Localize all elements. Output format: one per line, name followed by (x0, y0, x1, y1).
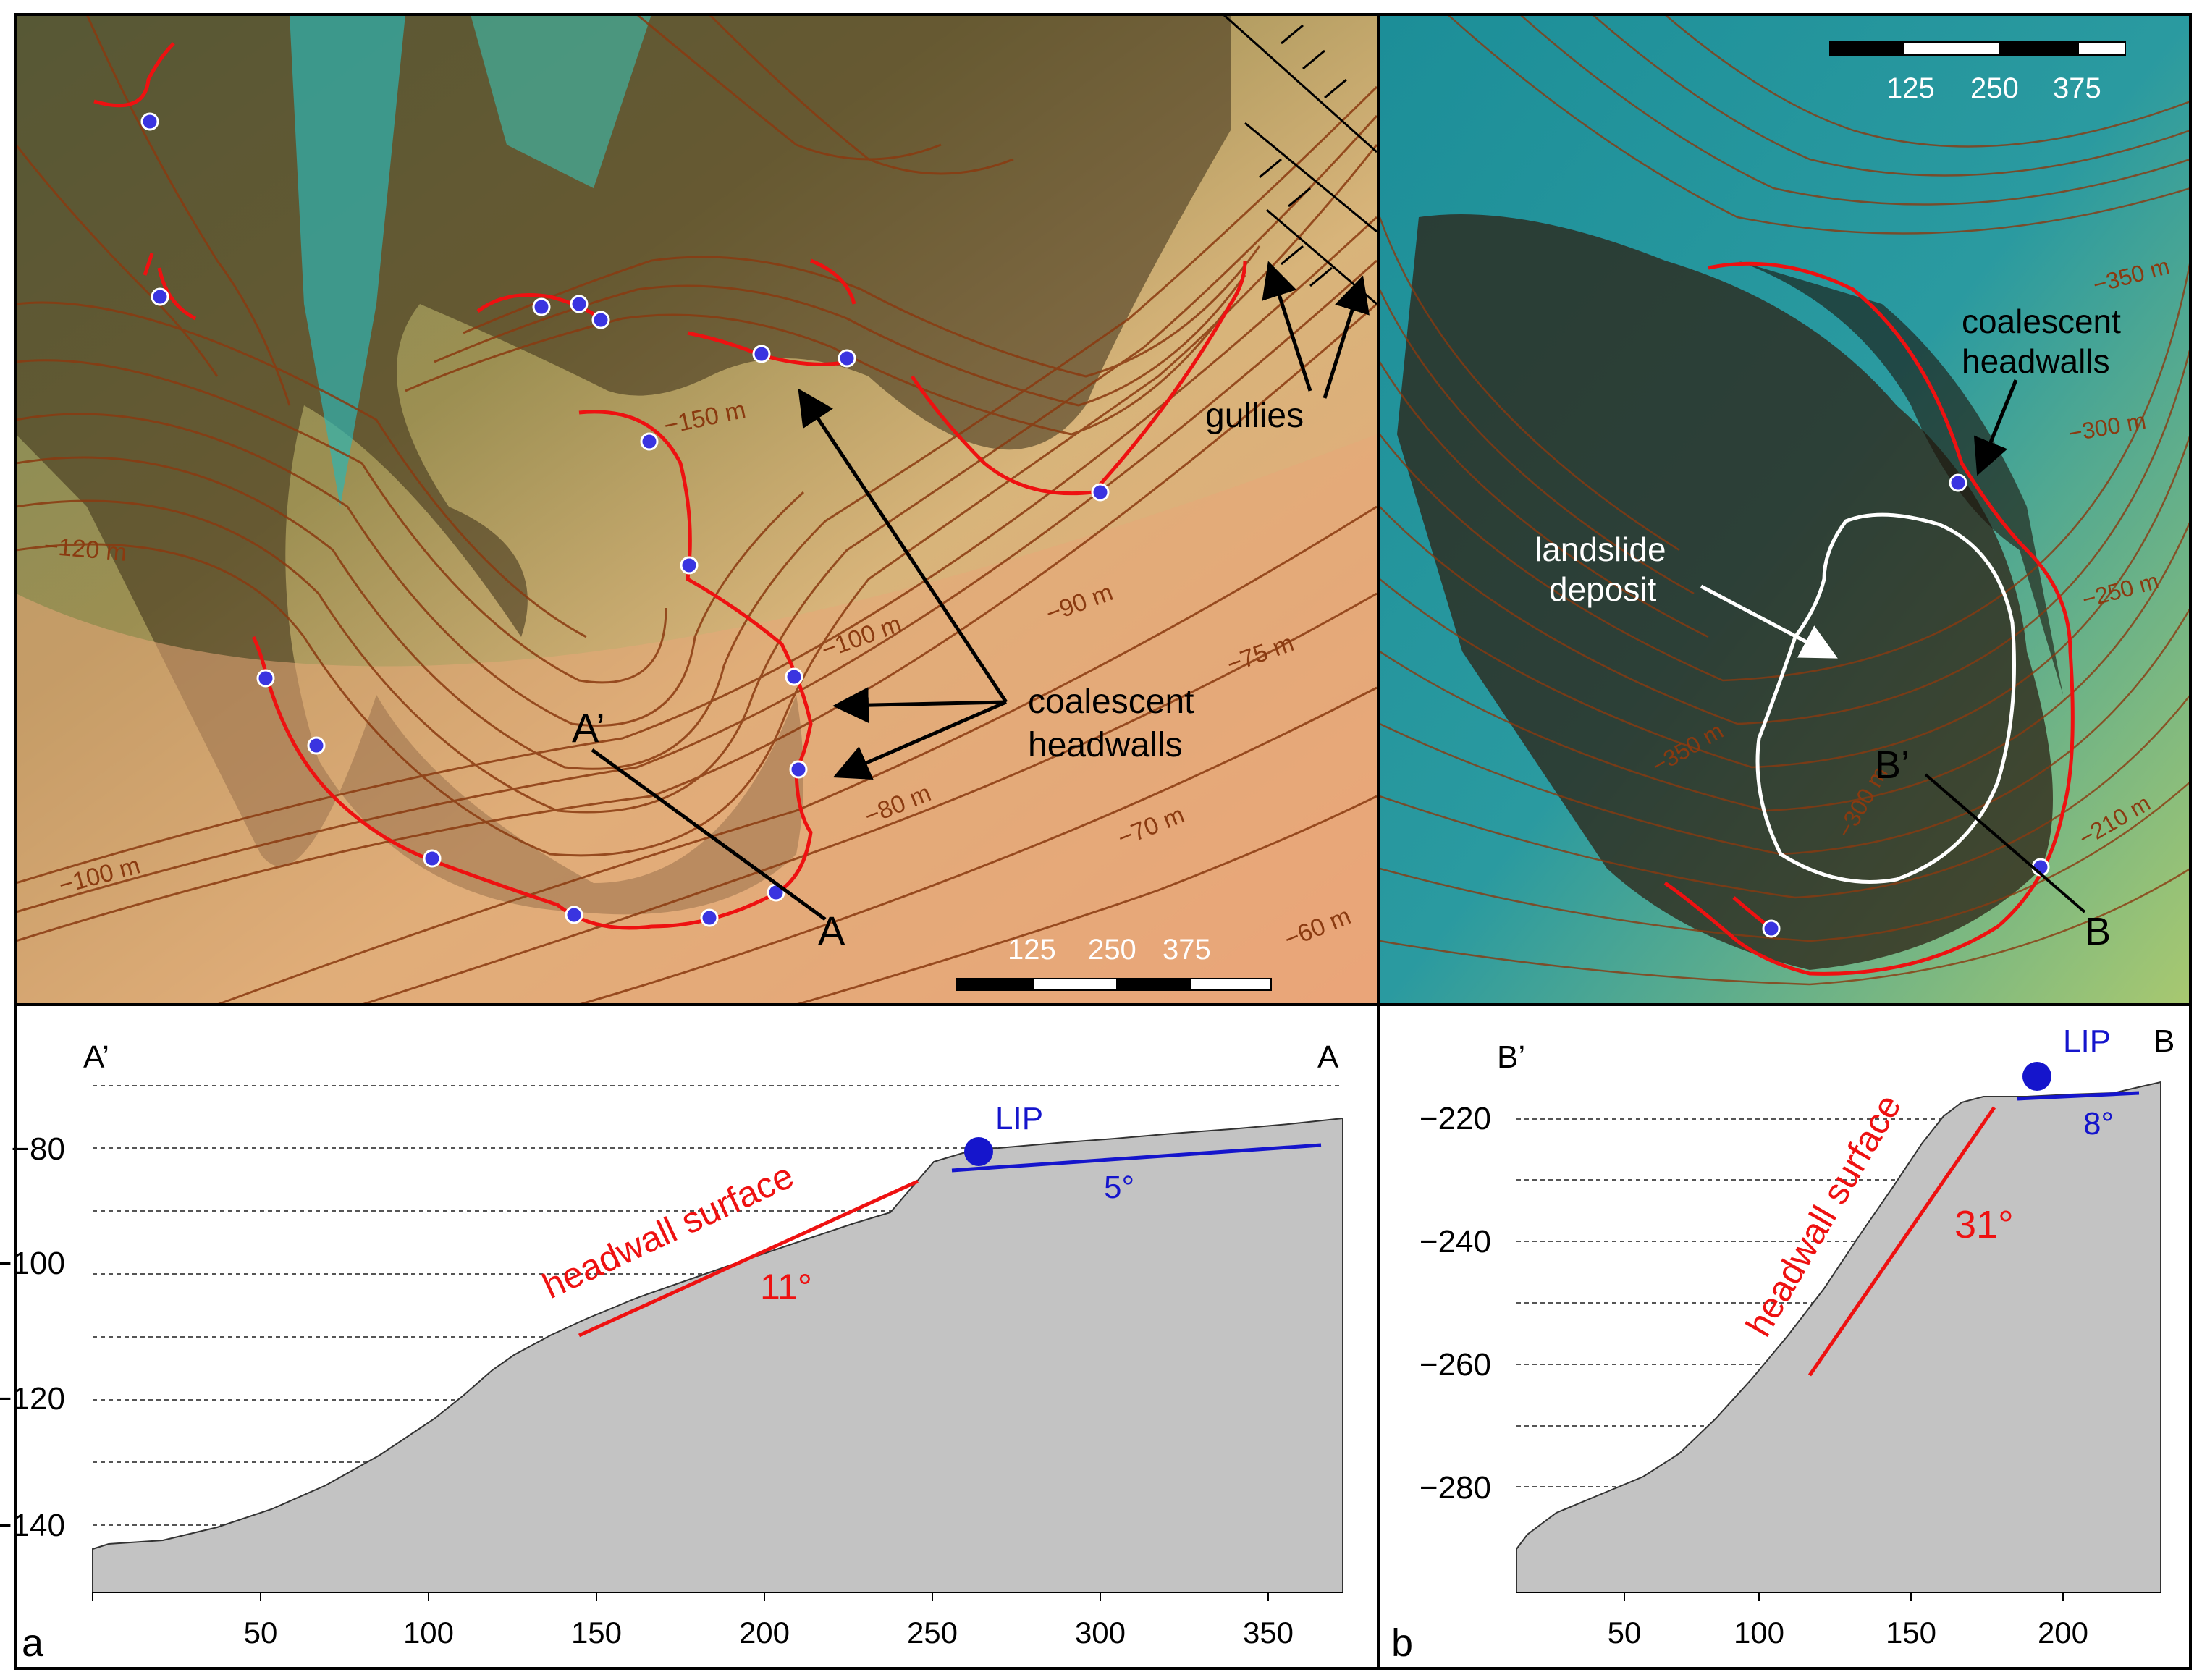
panel-a-profile: LIP 5° headwall surface 11° A’ A −80 −10… (0, 1039, 1343, 1665)
x-tick-marks-a (92, 1592, 1269, 1601)
deposit-arrow (1700, 584, 1838, 659)
lip-label-b: LIP (2063, 1023, 2111, 1059)
scale-bar-a: 125 250 375 (956, 934, 1272, 991)
scale-label: 125 (1008, 934, 1056, 966)
y-tick: −260 (1420, 1347, 1491, 1383)
section-line-a (591, 748, 827, 921)
y-tick: −140 (0, 1508, 65, 1543)
coalescent-label-b-1: coalescent (1962, 303, 2121, 340)
gullies-label: gullies (1205, 397, 1304, 435)
landslide-scar-shade (1397, 214, 2053, 970)
lip-line-a (951, 1143, 1322, 1173)
section-start-label-b: B’ (1875, 743, 1910, 787)
y-ticks-b: −220 −240 −260 −280 (1420, 1101, 1491, 1506)
x-tick: 150 (1886, 1616, 1936, 1650)
panel-letter-a: a (22, 1621, 44, 1665)
x-tick: 50 (1608, 1616, 1642, 1650)
contours-a (16, 14, 1377, 1005)
channel-teal-2 (471, 14, 651, 188)
profile-b-surface (1516, 1081, 2161, 1593)
x-tick: 300 (1075, 1616, 1126, 1650)
profile-label-left-a: A’ (83, 1039, 109, 1075)
section-start-label-a: A’ (572, 705, 605, 751)
scale-label: 375 (1163, 934, 1211, 966)
headwall-surface-line-b (1807, 1106, 1996, 1377)
y-tick: −120 (0, 1381, 65, 1417)
x-tick: 250 (907, 1616, 958, 1650)
x-tick: 200 (739, 1616, 790, 1650)
coalescent-arrows-a (591, 261, 1370, 921)
lip-line-b (2017, 1091, 2140, 1101)
x-tick: 100 (1734, 1616, 1784, 1650)
y-tick: −220 (1420, 1101, 1491, 1136)
scale-label: 250 (1088, 934, 1136, 966)
panel-b-profile: LIP 8° headwall surface 31° B’ B −220 −2… (1391, 1023, 2174, 1665)
x-tick: 100 (403, 1616, 454, 1650)
scale-label: 125 (1886, 72, 1935, 104)
channel-teal (290, 14, 405, 507)
lip-marker-b (2022, 1062, 2051, 1091)
scale-label: 250 (1970, 72, 2019, 104)
profile-label-right-b: B (2154, 1023, 2174, 1059)
lip-angle-a: 5° (1104, 1170, 1134, 1205)
lip-points-a (140, 112, 1110, 927)
contours-b (1380, 14, 2190, 986)
profile-label-left-b: B’ (1497, 1039, 1525, 1075)
y-tick: −80 (11, 1131, 65, 1167)
x-ticks-b: 50 100 150 200 (1608, 1616, 2088, 1650)
headwall-angle-b: 31° (1954, 1203, 2014, 1246)
headwall-surface-line-a (578, 1179, 919, 1338)
profile-label-right-a: A (1317, 1039, 1339, 1075)
coalescent-label-a-1: coalescent (1028, 683, 1194, 721)
section-end-label-a: A (818, 908, 845, 953)
x-tick: 200 (2038, 1616, 2088, 1650)
x-tick: 50 (244, 1616, 278, 1650)
scale-bar-b: 125 250 375 (1829, 41, 2126, 104)
y-tick: −280 (1420, 1470, 1491, 1506)
panel-letter-b: b (1391, 1621, 1413, 1665)
lip-marker-a (964, 1137, 993, 1166)
x-tick-marks-b (1624, 1592, 2064, 1601)
lip-angle-b: 8° (2083, 1106, 2114, 1141)
deposit-label-1: landslide (1535, 531, 1666, 568)
headwall-angle-a: 11° (760, 1267, 812, 1307)
coalescent-label-b-2: headwalls (1962, 342, 2110, 380)
coalescent-label-a-2: headwalls (1028, 726, 1182, 764)
panel-a-map: −120 m −150 m −100 m −90 m −75 m −80 m −… (16, 14, 1377, 1005)
panel-b-map: −350 m −300 m −250 m −210 m −350 m −300 … (1380, 14, 2190, 1005)
scar-deep-shade (1737, 261, 2063, 695)
x-tick: 350 (1243, 1616, 1294, 1650)
section-end-label-b: B (2085, 910, 2111, 953)
x-tick: 150 (571, 1616, 622, 1650)
frames (14, 13, 2192, 1670)
x-ticks-a: 50 100 150 200 250 300 350 (244, 1616, 1294, 1650)
y-tick: −100 (0, 1246, 65, 1281)
lip-label-a: LIP (995, 1101, 1043, 1136)
deposit-label-2: deposit (1549, 570, 1657, 608)
scale-label: 375 (2053, 72, 2101, 104)
y-ticks-a: −80 −100 −120 −140 (0, 1131, 65, 1543)
section-line-b (1924, 773, 2086, 913)
y-tick: −240 (1420, 1224, 1491, 1259)
coalescent-arrow-b (1973, 379, 2018, 476)
